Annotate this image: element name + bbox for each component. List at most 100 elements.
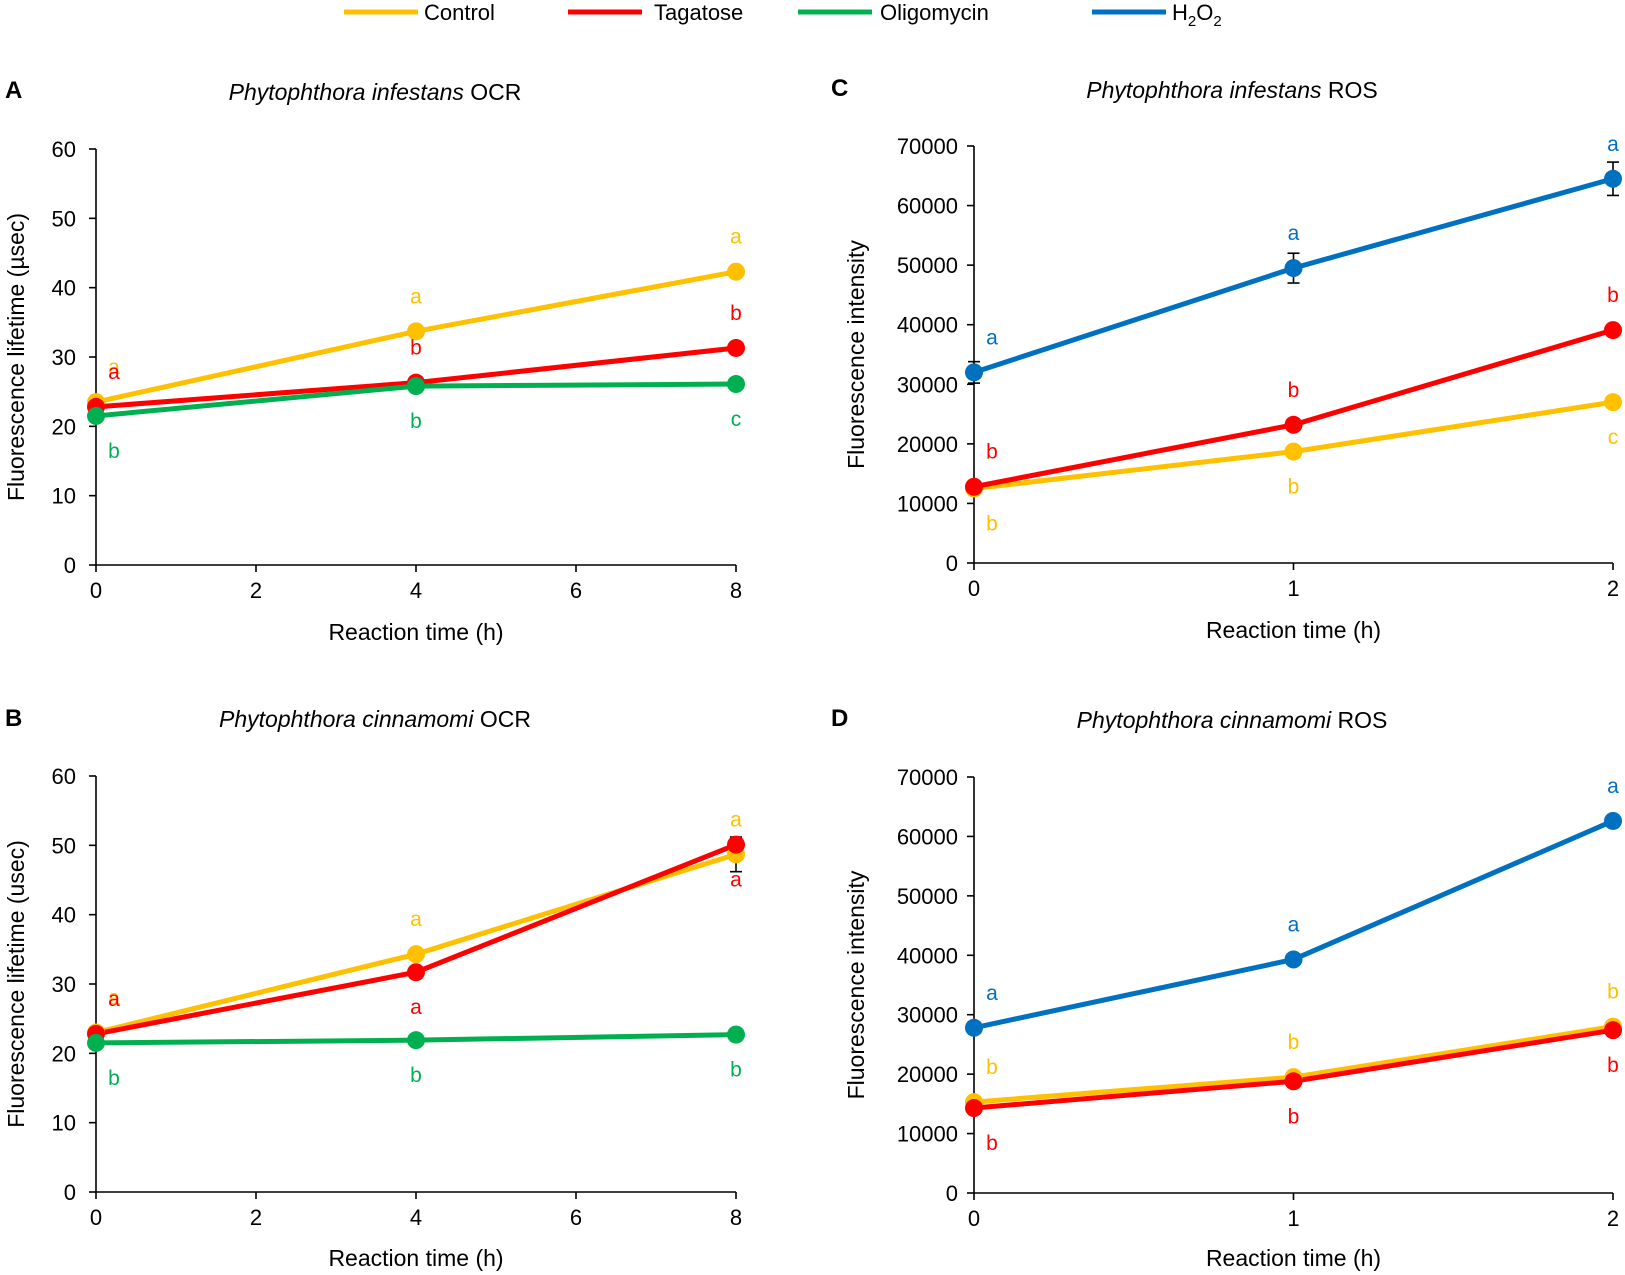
significance-letter-tagatose-d: b <box>1288 1105 1300 1128</box>
panel-letter-c: C <box>831 75 848 102</box>
significance-letter-tagatose-a: b <box>730 302 742 325</box>
data-point-control-a <box>407 322 425 341</box>
significance-letter-control-a: a <box>108 356 120 379</box>
y-axis-title-b: Fluorescence lifetime (usec) <box>3 840 29 1128</box>
legend-item-oligomycin: Oligomycin <box>798 0 989 25</box>
significance-letter-control-d: b <box>986 1056 998 1079</box>
panel-c: C Phytophthora infestans ROS 0 10000 20000 30… <box>831 75 1622 643</box>
y-tick-label-a: 0 <box>64 553 76 578</box>
series-line-tagatose-c <box>973 327 1614 490</box>
data-point-h2o2-d <box>1284 950 1303 969</box>
x-axis-title-c: Reaction time (h) <box>1206 617 1381 643</box>
data-point-tagatose-a <box>727 338 745 357</box>
panel-letter-b: B <box>5 705 22 732</box>
x-tick-label-c: 2 <box>1607 576 1619 601</box>
panel-title-suffix-a: OCR <box>464 79 522 105</box>
x-tick-label-a: 8 <box>730 578 742 603</box>
y-tick-label-d: 30000 <box>897 1003 958 1028</box>
data-point-oligomycin-a <box>727 375 745 394</box>
panel-letter-d: D <box>831 705 848 732</box>
x-tick-label-d: 1 <box>1287 1206 1299 1231</box>
significance-letter-tagatose-a: b <box>410 337 422 360</box>
y-tick-label-d: 70000 <box>897 765 958 790</box>
significance-letter-control-a: a <box>410 285 422 308</box>
y-tick-label-c: 0 <box>946 551 958 576</box>
panels: A Phytophthora infestans OCR0102030405060… <box>3 75 1622 1271</box>
panel-b: B Phytophthora cinnamomi OCR0102030405060… <box>3 705 745 1271</box>
panel-a: A Phytophthora infestans OCR0102030405060… <box>3 77 745 645</box>
significance-letter-oligomycin-a: b <box>108 440 120 463</box>
y-tick-label-b: 60 <box>52 764 76 789</box>
data-point-tagatose-c <box>1284 415 1303 434</box>
significance-letter-tagatose-d: b <box>986 1132 998 1155</box>
data-point-h2o2-c <box>1604 169 1622 188</box>
legend-item-tagatose: Tagatose <box>568 0 743 25</box>
x-tick-label-b: 6 <box>570 1205 582 1230</box>
y-tick-label-d: 60000 <box>897 824 958 849</box>
x-tick-label-d: 0 <box>968 1206 980 1231</box>
x-tick-label-b: 2 <box>250 1205 262 1230</box>
significance-letter-oligomycin-b: b <box>730 1059 742 1082</box>
significance-letter-tagatose-b: a <box>108 988 120 1011</box>
data-point-tagatose-b <box>407 963 425 982</box>
y-tick-label-a: 60 <box>52 137 76 162</box>
x-axis-title-d: Reaction time (h) <box>1206 1245 1381 1271</box>
significance-letter-control-c: b <box>986 513 998 536</box>
legend-h2o2-sub2: 2 <box>1213 13 1221 30</box>
data-point-h2o2-c <box>965 363 983 382</box>
panel-title-species-d: Phytophthora cinnamomi <box>1077 707 1332 733</box>
x-axis-title-b: Reaction time (h) <box>328 1245 503 1271</box>
legend-label-control: Control <box>424 0 495 25</box>
y-tick-label-b: 50 <box>52 833 76 858</box>
data-point-h2o2-d <box>1604 811 1622 830</box>
legend-label-oligomycin: Oligomycin <box>880 0 989 25</box>
data-point-tagatose-d <box>1284 1072 1303 1091</box>
x-tick-label-c: 0 <box>968 576 980 601</box>
data-point-tagatose-d <box>1604 1021 1622 1040</box>
panel-title-a: Phytophthora infestans OCR <box>229 79 522 105</box>
y-tick-label-b: 30 <box>52 972 76 997</box>
significance-letter-oligomycin-a: b <box>410 410 422 433</box>
y-tick-label-d: 0 <box>946 1181 958 1206</box>
significance-letter-oligomycin-b: b <box>410 1064 422 1087</box>
y-tick-label-c: 70000 <box>897 134 958 159</box>
data-point-oligomycin-b <box>727 1025 745 1044</box>
significance-letter-tagatose-d: b <box>1607 1054 1619 1077</box>
y-axis-title-c: Fluorescence intensity <box>843 240 869 469</box>
x-tick-label-b: 8 <box>730 1205 742 1230</box>
panel-letter-a: A <box>5 77 22 104</box>
significance-letter-tagatose-b: a <box>730 869 742 892</box>
significance-letter-tagatose-c: b <box>1288 379 1300 402</box>
panel-title-suffix-c: ROS <box>1322 77 1378 103</box>
legend-h2o2-o: O <box>1196 0 1213 25</box>
y-tick-label-d: 20000 <box>897 1062 958 1087</box>
y-tick-label-d: 50000 <box>897 884 958 909</box>
data-point-h2o2-d <box>965 1018 983 1037</box>
panel-title-d: Phytophthora cinnamomi ROS <box>1077 707 1388 733</box>
y-tick-label-c: 60000 <box>897 194 958 219</box>
data-point-oligomycin-a <box>407 377 425 396</box>
x-tick-label-a: 2 <box>250 578 262 603</box>
data-point-control-b <box>407 945 425 964</box>
significance-letter-control-a: a <box>730 226 742 249</box>
significance-letter-tagatose-b: a <box>410 996 422 1019</box>
significance-letter-h2o2-c: a <box>986 326 998 349</box>
significance-letter-control-b: a <box>730 808 742 831</box>
panel-title-species-a: Phytophthora infestans <box>229 79 465 105</box>
legend: Control Tagatose Oligomycin H2O2 <box>344 0 1222 30</box>
legend-h2o2-h: H <box>1172 0 1188 25</box>
significance-letter-tagatose-a: a <box>108 361 120 384</box>
y-tick-label-b: 40 <box>52 903 76 928</box>
x-axis-title-a: Reaction time (h) <box>328 619 503 645</box>
significance-letter-h2o2-d: a <box>1288 913 1300 936</box>
panel-title-c: Phytophthora infestans ROS <box>1086 77 1378 103</box>
y-tick-label-a: 10 <box>52 484 76 509</box>
y-tick-label-c: 30000 <box>897 372 958 397</box>
panel-title-suffix-d: ROS <box>1331 707 1387 733</box>
significance-letter-tagatose-c: b <box>1607 284 1619 307</box>
significance-letter-tagatose-c: b <box>986 441 998 464</box>
y-tick-label-c: 50000 <box>897 253 958 278</box>
x-tick-label-c: 1 <box>1287 576 1299 601</box>
y-axis-title-d: Fluorescence intensity <box>843 870 869 1099</box>
significance-letter-control-c: c <box>1608 426 1619 449</box>
